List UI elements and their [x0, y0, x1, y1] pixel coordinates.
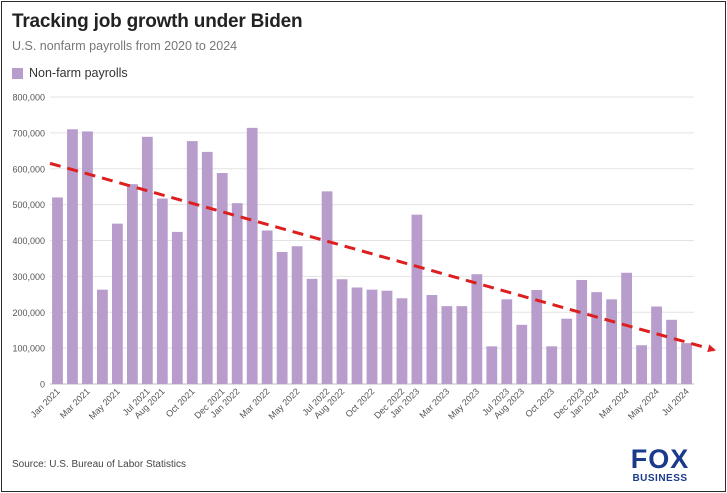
bar [276, 251, 288, 384]
bar [666, 319, 677, 384]
bar [426, 295, 438, 384]
y-tick-label: 0 [40, 380, 45, 390]
bar [591, 292, 603, 384]
legend-swatch [12, 67, 23, 79]
fox-business-logo: FOX BUSINESS [631, 444, 690, 484]
bar [246, 127, 258, 384]
logo-fox: FOX [631, 444, 690, 474]
bar [456, 306, 468, 384]
bar [381, 290, 393, 384]
bar [141, 136, 153, 384]
bar [306, 278, 318, 384]
y-tick-label: 600,000 [12, 164, 45, 174]
bar [52, 197, 63, 384]
bar [561, 318, 573, 384]
bar [651, 306, 662, 384]
bar [576, 279, 588, 384]
y-tick-label: 100,000 [12, 344, 45, 354]
chart-subtitle: U.S. nonfarm payrolls from 2020 to 2024 [12, 39, 238, 53]
bar [516, 324, 528, 384]
bar [681, 343, 692, 384]
bar [546, 346, 558, 384]
trend-line [49, 161, 716, 353]
bar [411, 214, 423, 384]
bar [501, 299, 513, 384]
y-tick-label: 800,000 [12, 93, 45, 103]
y-tick-label: 500,000 [12, 200, 45, 210]
legend: Non-farm payrolls [12, 66, 128, 80]
bar [261, 230, 273, 384]
bar [621, 272, 632, 384]
bar [441, 306, 453, 384]
y-tick-label: 700,000 [12, 128, 45, 138]
bar [351, 287, 363, 384]
bar [486, 346, 498, 384]
x-tick-label: Jul 2024 [660, 386, 691, 417]
x-tick-label: May 2021 [87, 386, 122, 421]
bar [112, 223, 123, 384]
y-tick-label: 400,000 [12, 236, 45, 246]
bar [231, 203, 243, 384]
y-tick-label: 200,000 [12, 308, 45, 318]
bar [97, 289, 108, 384]
bar [636, 345, 647, 384]
x-tick-label: May 2022 [267, 386, 302, 421]
bar [186, 141, 198, 384]
logo-business: BUSINESS [632, 473, 687, 484]
bar [321, 191, 333, 384]
x-tick-label: May 2024 [626, 386, 661, 421]
bar [156, 198, 168, 384]
bar [216, 173, 228, 384]
bar [336, 279, 348, 384]
bar [396, 298, 408, 384]
bar [171, 231, 183, 384]
bar [126, 184, 138, 384]
y-tick-label: 300,000 [12, 272, 45, 282]
bar [471, 274, 483, 384]
source-note: Source: U.S. Bureau of Labor Statistics [12, 459, 186, 470]
bar [366, 289, 378, 384]
chart-title: Tracking job growth under Biden [12, 11, 303, 32]
x-tick-label: Jan 2021 [29, 386, 62, 419]
bar [67, 129, 78, 384]
bar [606, 299, 618, 384]
x-tick-label: May 2023 [446, 386, 481, 421]
bar [82, 131, 93, 384]
legend-label: Non-farm payrolls [29, 66, 128, 80]
bar [291, 246, 303, 384]
bar [201, 151, 213, 384]
bar [531, 290, 543, 384]
